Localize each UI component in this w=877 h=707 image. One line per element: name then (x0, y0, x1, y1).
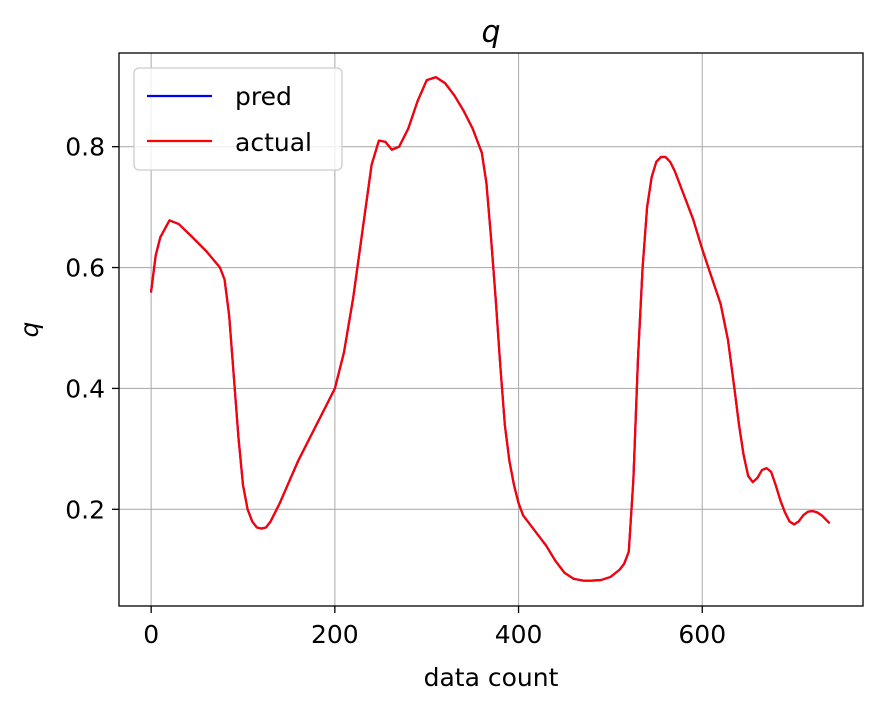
y-axis-label: q (15, 322, 44, 338)
x-axis-label: data count (424, 663, 559, 692)
y-tick-label: 0.4 (65, 374, 105, 403)
x-tick-label: 0 (143, 620, 159, 649)
chart-title: q (481, 15, 500, 50)
x-tick-label: 400 (495, 620, 543, 649)
plot-frame (118, 52, 864, 607)
legend: pred actual (133, 67, 343, 171)
legend-box (133, 67, 343, 171)
legend-label-actual: actual (235, 128, 312, 157)
y-tick-label: 0.8 (65, 133, 105, 162)
series-line-actual (150, 76, 831, 582)
x-tick-label: 600 (678, 620, 726, 649)
series-layer (150, 76, 831, 582)
x-tick-label: 200 (311, 620, 359, 649)
ticks: 0 200 400 600 0.2 0.4 0.6 0.8 (65, 133, 726, 649)
y-tick-label: 0.6 (65, 254, 105, 283)
legend-label-pred: pred (235, 82, 292, 111)
y-tick-label: 0.2 (65, 495, 105, 524)
